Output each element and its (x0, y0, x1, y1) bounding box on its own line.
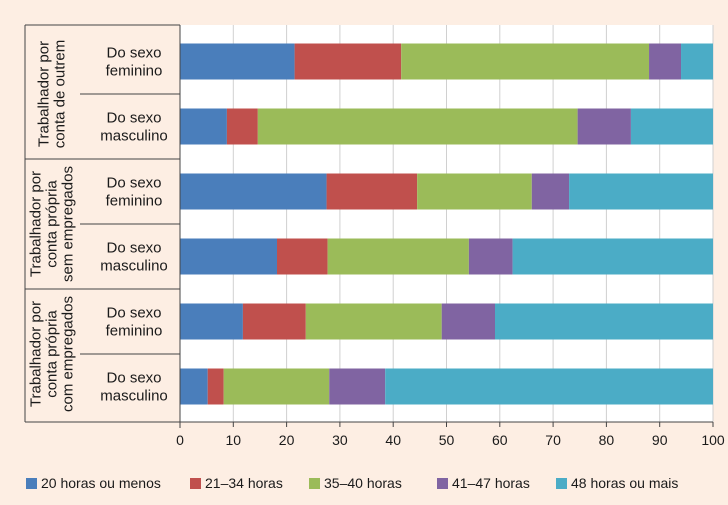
bar-segment (577, 108, 631, 145)
bar-segment (681, 43, 713, 80)
legend-swatch (26, 478, 37, 489)
group-label: sem empregados (60, 166, 77, 282)
group-label: Trabalhador por (36, 41, 53, 147)
x-tick-label: 0 (176, 432, 184, 448)
row-label: Do sexo (106, 240, 161, 257)
bar-segment (180, 238, 278, 275)
row-label: Do sexo (106, 45, 161, 62)
legend-label: 21–34 horas (205, 475, 283, 491)
x-tick-label: 70 (545, 432, 561, 448)
bar-segment (180, 108, 227, 145)
x-tick-label: 100 (701, 432, 725, 448)
bar-segment (277, 238, 328, 275)
row-label: Do sexo (106, 110, 161, 127)
bar-segment (180, 303, 243, 340)
bar-segment (441, 303, 496, 340)
x-tick-label: 90 (652, 432, 668, 448)
bar-segment (257, 108, 578, 145)
row-label: feminino (106, 323, 163, 340)
group-label: conta de outrem (52, 40, 69, 148)
legend-swatch (309, 478, 320, 489)
legend-swatch (190, 478, 201, 489)
bar-segment (385, 368, 713, 405)
group-label: Trabalhador por (28, 301, 45, 407)
bar-segment (180, 368, 208, 405)
x-tick-label: 20 (279, 432, 295, 448)
row-label: masculino (100, 258, 168, 275)
row-label: Do sexo (106, 305, 161, 322)
x-tick-label: 10 (226, 432, 242, 448)
bar-segment (326, 173, 418, 210)
bar-segment (294, 43, 402, 80)
legend-label: 20 horas ou menos (41, 475, 161, 491)
bar-segment (329, 368, 386, 405)
legend-label: 35–40 horas (324, 475, 402, 491)
row-label: Do sexo (106, 370, 161, 387)
x-tick-label: 50 (439, 432, 455, 448)
bar-segment (512, 238, 713, 275)
legend-label: 48 horas ou mais (571, 475, 678, 491)
legend-label: 41–47 horas (452, 475, 530, 491)
row-label: feminino (106, 193, 163, 210)
x-tick-label: 60 (492, 432, 508, 448)
bar-segment (531, 173, 570, 210)
row-label: feminino (106, 63, 163, 80)
legend-swatch (556, 478, 567, 489)
bar-segment (226, 108, 258, 145)
bar-segment (417, 173, 532, 210)
x-tick-label: 40 (385, 432, 401, 448)
legend-swatch (437, 478, 448, 489)
bar-segment (569, 173, 713, 210)
group-label: conta própria (44, 180, 61, 268)
bar-segment (495, 303, 713, 340)
row-label: masculino (100, 128, 168, 145)
row-label: Do sexo (106, 175, 161, 192)
x-tick-label: 30 (332, 432, 348, 448)
group-label: conta própria (44, 310, 61, 398)
bar-segment (242, 303, 306, 340)
bar-segment (468, 238, 513, 275)
bar-segment (305, 303, 442, 340)
bar-segment (207, 368, 224, 405)
x-tick-label: 80 (599, 432, 615, 448)
row-label: masculino (100, 388, 168, 405)
bar-segment (649, 43, 682, 80)
bar-segment (401, 43, 650, 80)
bar-segment (630, 108, 713, 145)
bar-segment (327, 238, 469, 275)
bar-segment (180, 43, 295, 80)
bar-segment (180, 173, 327, 210)
bar-segment (223, 368, 330, 405)
group-label: com empregados (60, 296, 77, 412)
group-label: Trabalhador por (28, 171, 45, 277)
